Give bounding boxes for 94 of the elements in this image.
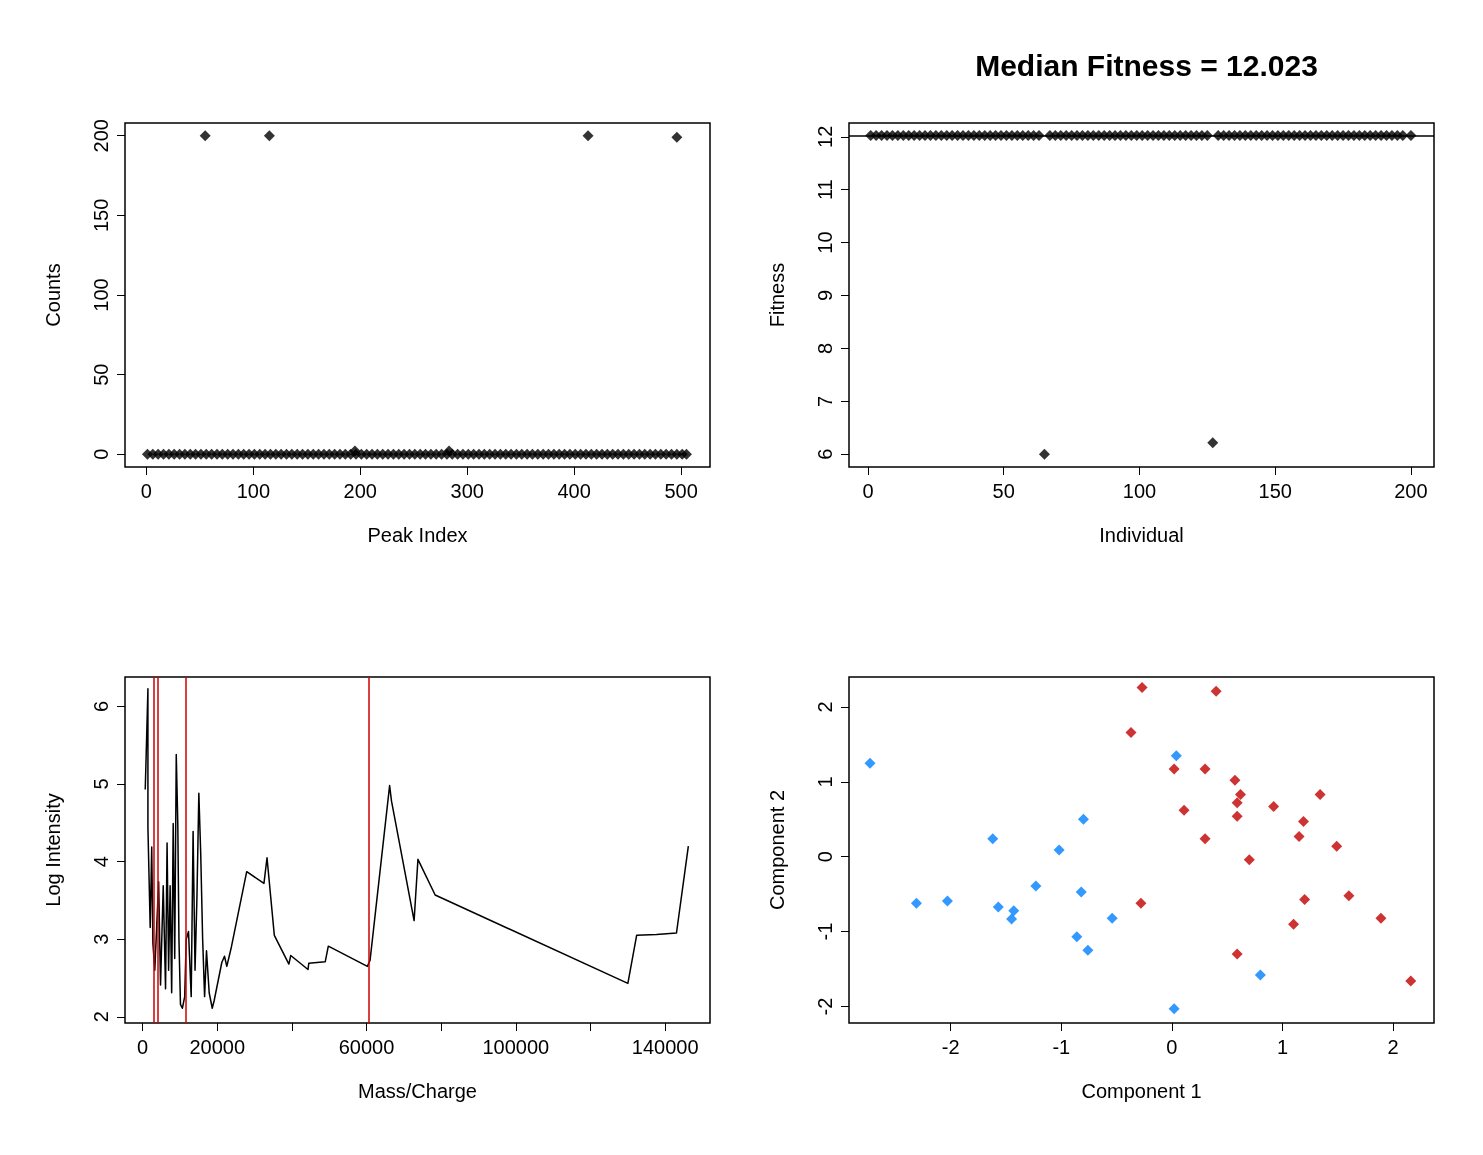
y-tick-label: 0 — [90, 448, 112, 460]
x-tick-label: 50 — [992, 480, 1015, 502]
y-tick-label: 6 — [90, 700, 112, 713]
point — [1210, 685, 1222, 697]
point — [1298, 816, 1310, 828]
point — [1231, 948, 1243, 960]
x-tick-label: 20000 — [189, 1036, 246, 1058]
point — [1234, 789, 1246, 801]
x-tick-label: 500 — [664, 480, 698, 502]
point — [1053, 844, 1065, 856]
y-tick-label: 7 — [814, 395, 836, 407]
x-axis-title: Component 1 — [1081, 1080, 1202, 1102]
point — [1254, 969, 1266, 981]
point — [1030, 880, 1042, 892]
y-tick-label: 50 — [90, 363, 112, 386]
x-tick-label: 60000 — [338, 1036, 395, 1058]
y-tick-label: 8 — [814, 342, 836, 355]
point — [1006, 913, 1018, 925]
x-axis-title: Individual — [1099, 524, 1184, 546]
y-axis-title: Fitness — [766, 262, 788, 328]
point — [1125, 726, 1137, 738]
point — [910, 897, 922, 909]
x-tick-label: 100000 — [482, 1036, 550, 1058]
x-tick-label: 400 — [557, 480, 591, 502]
point — [1008, 905, 1020, 917]
x-tick-label: 100 — [236, 480, 271, 502]
chart-title: Median Fitness = 12.023 — [975, 48, 1318, 82]
point — [1075, 886, 1087, 898]
x-tick-label: 200 — [1394, 480, 1428, 502]
point — [1299, 893, 1311, 905]
y-tick-label: 2 — [814, 701, 836, 713]
point — [1231, 810, 1243, 822]
point — [1135, 897, 1147, 909]
y-tick-label: 100 — [90, 278, 112, 312]
point — [1268, 801, 1280, 813]
point — [1243, 854, 1255, 866]
x-tick-label: 0 — [136, 1036, 149, 1058]
point — [1199, 833, 1211, 845]
point — [1077, 813, 1089, 825]
x-tick-label: 100 — [1122, 480, 1157, 502]
point — [1106, 912, 1118, 924]
x-axis-title: Peak Index — [367, 524, 468, 546]
x-tick-label: 0 — [140, 480, 152, 502]
y-tick-label: 1 — [814, 776, 836, 788]
point — [1168, 763, 1180, 775]
point — [1178, 804, 1190, 816]
x-tick-label: 140000 — [631, 1036, 699, 1058]
point — [1343, 890, 1355, 902]
y-tick-label: 6 — [814, 448, 836, 460]
point — [1331, 840, 1343, 852]
y-tick-label: -1 — [814, 922, 836, 941]
y-tick-label: 150 — [90, 198, 112, 233]
y-tick-label: 0 — [814, 851, 836, 863]
point — [1231, 797, 1243, 809]
point — [1071, 931, 1083, 943]
point — [1288, 918, 1300, 930]
y-axis-title: Counts — [42, 263, 64, 327]
x-tick-label: 0 — [1166, 1036, 1178, 1058]
point — [864, 757, 876, 769]
y-tick-label: 200 — [90, 119, 112, 153]
y-axis-title: Log Intensity — [42, 793, 64, 907]
x-tick-label: 2 — [1387, 1036, 1399, 1058]
point — [1082, 944, 1094, 956]
y-tick-label: 11 — [814, 179, 836, 201]
y-tick-label: 9 — [814, 289, 836, 302]
y-tick-label: 10 — [814, 231, 836, 254]
x-tick-label: 150 — [1258, 480, 1292, 502]
point — [1314, 789, 1326, 801]
point — [987, 833, 999, 845]
point — [1168, 1003, 1180, 1015]
point — [1199, 763, 1211, 775]
point — [1229, 774, 1241, 786]
x-tick-label: 1 — [1276, 1036, 1289, 1058]
x-tick-label: 300 — [450, 480, 484, 502]
line-series — [144, 687, 690, 1010]
point — [992, 901, 1004, 913]
point — [1405, 975, 1417, 987]
x-tick-label: 0 — [862, 480, 874, 502]
point — [1375, 912, 1387, 924]
y-tick-label: -2 — [814, 997, 836, 1016]
x-tick-label: 200 — [343, 480, 377, 502]
y-tick-label: 4 — [90, 856, 112, 868]
y-axis-title: Component 2 — [766, 789, 788, 911]
point — [1136, 681, 1148, 693]
y-tick-label: 3 — [90, 933, 112, 945]
x-tick-label: -1 — [1052, 1036, 1071, 1058]
point — [1170, 750, 1182, 762]
y-tick-label: 5 — [90, 778, 112, 790]
point — [941, 895, 953, 907]
point — [1293, 831, 1305, 843]
x-axis-title: Mass/Charge — [358, 1080, 477, 1102]
y-tick-label: 12 — [814, 125, 836, 148]
y-tick-label: 2 — [90, 1011, 112, 1023]
x-tick-label: -2 — [941, 1036, 960, 1058]
